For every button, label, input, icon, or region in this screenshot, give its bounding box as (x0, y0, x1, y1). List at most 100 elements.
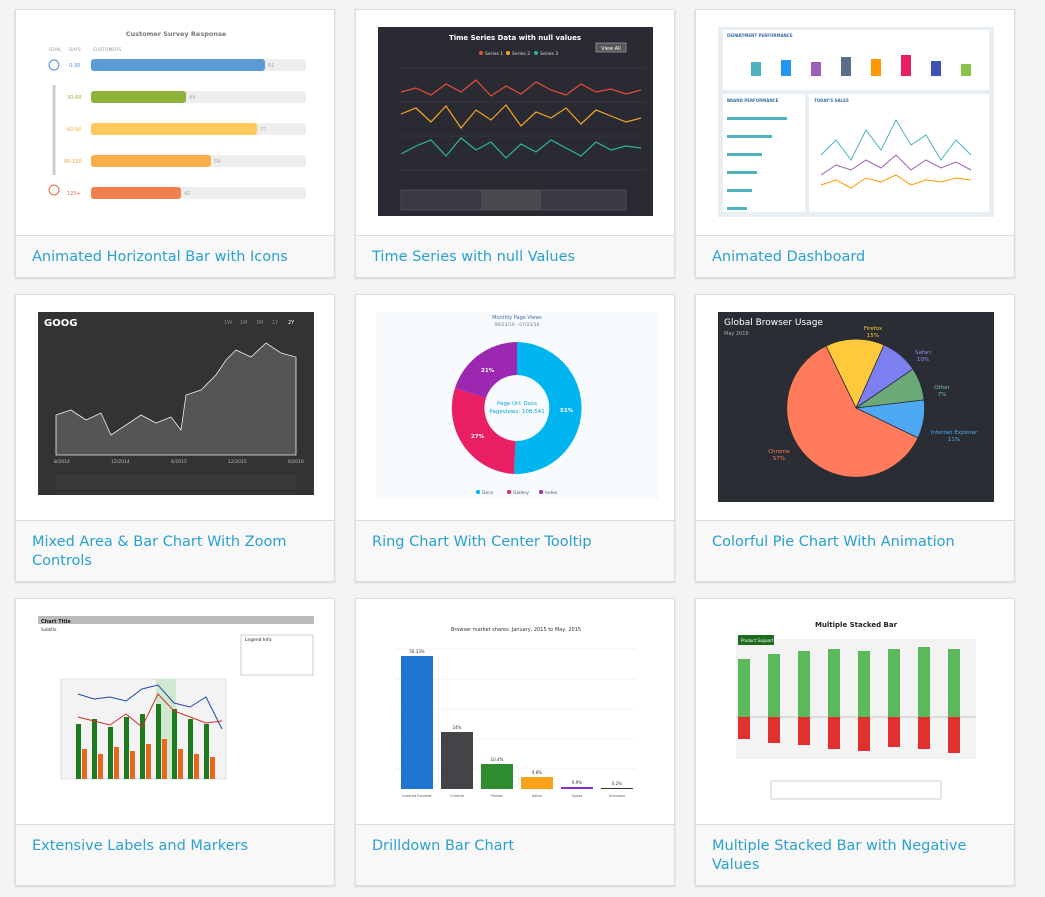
range[interactable]: 1M (240, 320, 248, 326)
shape (91, 155, 211, 167)
bar-label: 42 (184, 191, 190, 197)
line (400, 137, 642, 159)
shape (601, 788, 633, 789)
shape (481, 190, 541, 210)
thumb-title: Monthly Page Views (492, 315, 542, 321)
caption[interactable]: Ring Chart With Center Tooltip (356, 520, 674, 581)
shape (188, 719, 193, 779)
shape (727, 207, 747, 210)
shape (820, 154, 972, 176)
shape (811, 62, 821, 76)
caption[interactable]: Mixed Area & Bar Chart With Zoom Control… (16, 520, 334, 581)
shape (506, 51, 510, 55)
thumbnail: Time Series Data with null values Series… (378, 27, 653, 216)
caption[interactable]: Drilldown Bar Chart (356, 824, 674, 885)
range-buttons[interactable]: 1W 1M 3M 1Y 2Y (224, 320, 295, 326)
label: Internet Explorer (931, 430, 978, 436)
thumbnail: Multiple Stacked Bar Product Support (736, 621, 976, 800)
shape (114, 747, 119, 779)
shape (396, 648, 636, 770)
range[interactable]: 1W (224, 320, 232, 326)
shape (124, 717, 129, 779)
card[interactable]: Chart Title Subtitle Legend Info Extensi… (15, 598, 335, 886)
shape (738, 659, 750, 717)
thumb-subtitle: Subtitle (41, 627, 57, 632)
card[interactable]: Multiple Stacked Bar Product Support Mul… (695, 598, 1015, 886)
shape (727, 117, 787, 210)
label: 0.9% (572, 780, 582, 785)
shape (82, 739, 215, 779)
slice-labels: 21% 27% 51% (471, 368, 574, 440)
card[interactable]: Monthly Page Views 06/23/16 - 07/23/16 P… (355, 294, 675, 582)
shape (828, 649, 840, 717)
shape (858, 717, 870, 751)
shape (768, 717, 780, 743)
shape (455, 342, 517, 398)
label: 0.2% (612, 781, 622, 786)
panel-title: TODAY'S SALES (814, 98, 849, 103)
thumb-subtitle: 06/23/16 - 07/23/16 (495, 322, 540, 328)
label: Other (934, 385, 950, 391)
card[interactable]: Browser market shares. January, 2015 to … (355, 598, 675, 886)
label: 10% (917, 357, 929, 363)
caption[interactable]: Animated Dashboard (696, 235, 1014, 277)
shape (481, 764, 513, 789)
pie (786, 338, 925, 478)
label: 11% (948, 437, 960, 443)
x-labels: Internet Explorer Chrome Firefox Safari Oper… (402, 794, 625, 798)
label: 6/2015 (171, 459, 187, 465)
shape (918, 647, 930, 717)
caption[interactable]: Animated Horizontal Bar with Icons (16, 235, 334, 277)
caption[interactable]: Time Series with null Values (356, 235, 674, 277)
shape (76, 724, 81, 779)
caption[interactable]: Extensive Labels and Markers (16, 824, 334, 885)
label: Firefox (491, 794, 503, 798)
shape (948, 649, 960, 717)
shape (820, 174, 972, 189)
thumb-title: Time Series Data with null values (449, 34, 581, 42)
shape (825, 338, 885, 409)
range[interactable]: 2Y (288, 320, 295, 326)
label: Opera (572, 794, 583, 798)
x-labels: 8/2014 12/2014 6/2015 12/2015 6/2016 (54, 459, 304, 465)
label: 56.33% (409, 649, 424, 654)
row-label: 90-120 (64, 159, 82, 165)
card[interactable]: Customer Survey Response GOAL DAYS CUSTO… (15, 9, 335, 278)
bars (76, 704, 209, 779)
shape (786, 345, 919, 478)
caption[interactable]: Colorful Pie Chart With Animation (696, 520, 1014, 581)
card[interactable]: Global Browser Usage May 2016 Firefox 15%… (695, 294, 1015, 582)
card[interactable]: DEPARTMENT PERFORMANCE BRAND PERFORMANCE… (695, 9, 1015, 278)
shape (91, 123, 257, 135)
caption[interactable]: Multiple Stacked Bar with Negative Value… (696, 824, 1014, 885)
head: GOAL (49, 47, 62, 53)
thumb-title: Browser market shares. January, 2015 to … (451, 627, 581, 633)
shape (727, 135, 772, 138)
label: 21% (481, 368, 495, 374)
shape (194, 754, 199, 779)
card[interactable]: Time Series Data with null values Series… (355, 9, 675, 278)
shape (92, 719, 97, 779)
thumbnail: GOOG 1W 1M 3M 1Y 2Y 8/2014 12/2014 6/2015 1… (38, 312, 314, 495)
label: 51% (560, 408, 574, 414)
shape (91, 59, 265, 71)
card[interactable]: GOOG 1W 1M 3M 1Y 2Y 8/2014 12/2014 6/2015 1… (15, 294, 335, 582)
panel-title: BRAND PERFORMANCE (727, 98, 779, 103)
bar-label: 81 (268, 63, 274, 69)
range[interactable]: 1Y (272, 320, 279, 326)
label: Unknown (609, 794, 625, 798)
panel-title: DEPARTMENT PERFORMANCE (727, 33, 793, 38)
shape (918, 717, 930, 749)
tooltip: Product Support (741, 638, 774, 643)
legend: Series 3 (540, 51, 558, 57)
label: 27% (471, 434, 485, 440)
legend (770, 780, 942, 800)
label: 6/2016 (288, 459, 304, 465)
button[interactable]: View All (601, 46, 621, 52)
range[interactable]: 3M (256, 320, 264, 326)
shape (162, 739, 167, 779)
thumb-subtitle: May 2016 (724, 331, 749, 337)
label: 10.4% (491, 757, 504, 762)
chart-bg (378, 27, 653, 216)
shape (723, 30, 989, 90)
